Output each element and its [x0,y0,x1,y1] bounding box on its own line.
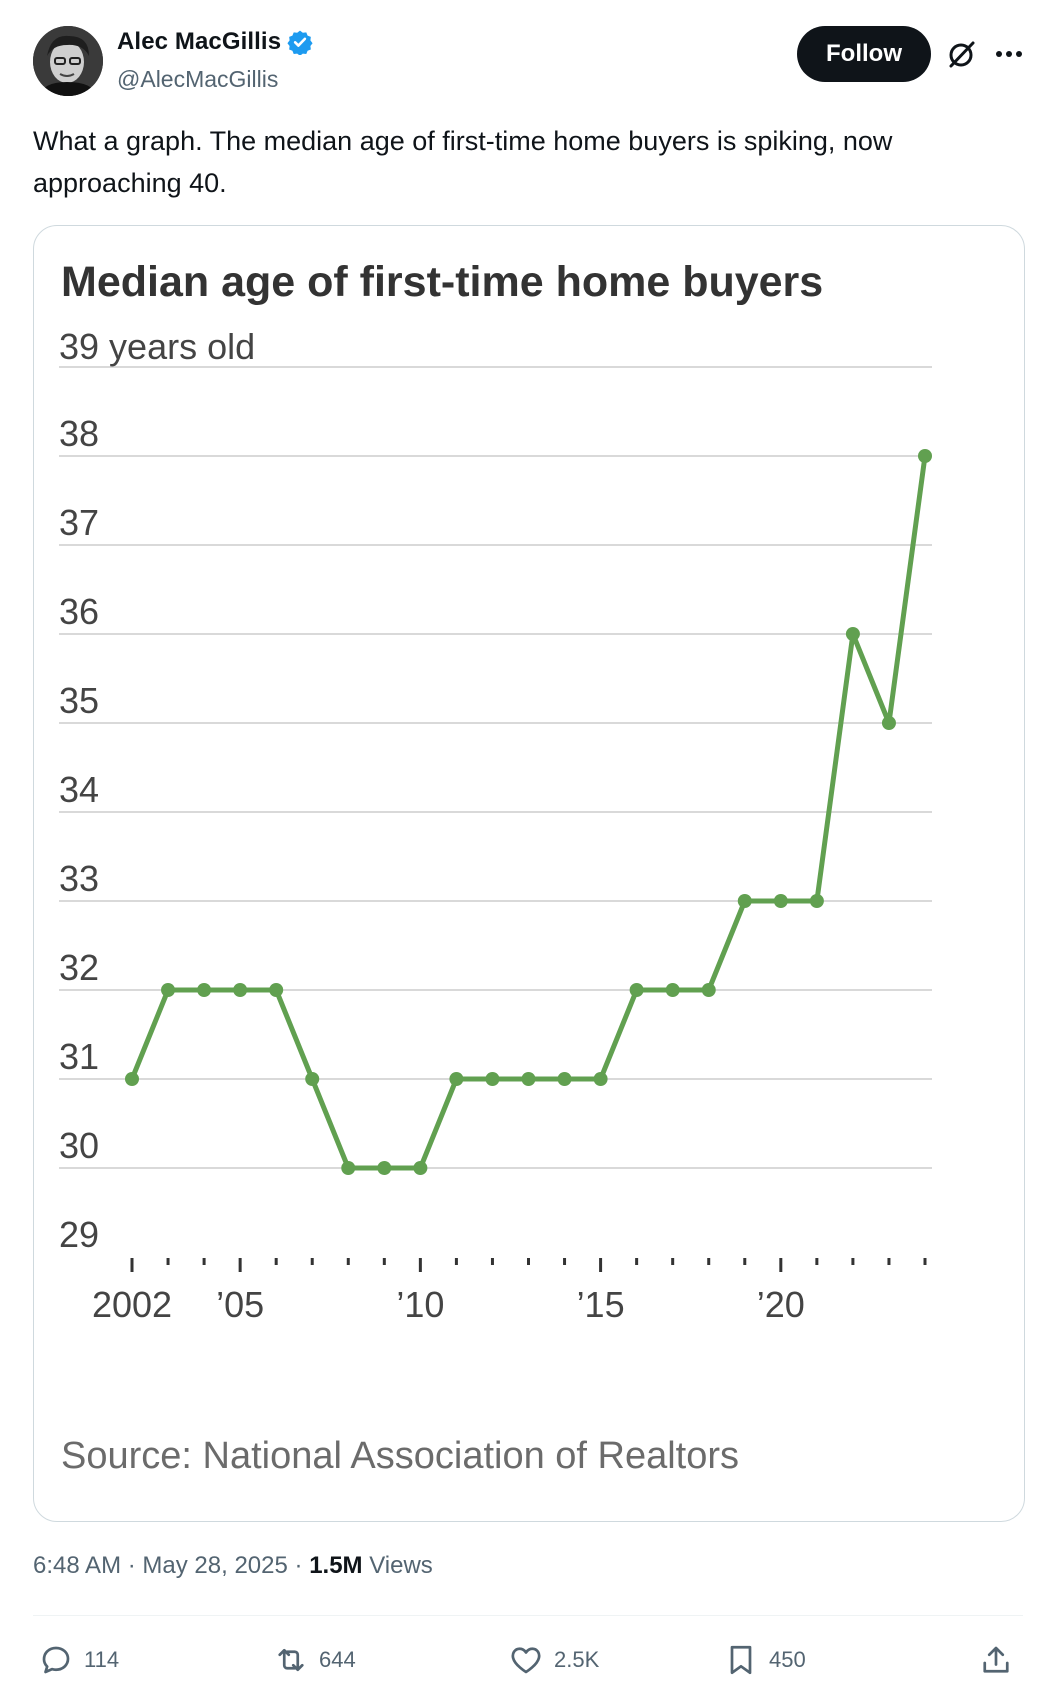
chart-y-tick-labels: 39 years old 38 37 36 35 34 33 32 31 30 29 [59,326,255,1255]
chart-y-tick-label: 29 [59,1214,99,1255]
chart-data-point [521,1072,536,1086]
grok-icon[interactable] [946,38,978,70]
chart-data-point [918,449,932,463]
reply-button[interactable]: 114 [38,1638,119,1682]
verified-badge-icon [287,30,313,55]
chart-x-tick-label: ’15 [577,1284,625,1325]
chart-x-tick-label: ’05 [216,1284,264,1325]
chart-data-point [593,1072,608,1086]
meta-separator: · [127,1552,136,1579]
chart-series [125,449,932,1175]
tweet-media-image[interactable]: Median age of first-time home buyers 39 … [33,225,1025,1522]
tweet-date[interactable]: May 28, 2025 [142,1552,288,1579]
chart-y-tick-label: 37 [59,502,99,543]
chart-data-point [737,894,752,908]
chart-y-tick-label: 38 [59,413,99,454]
author-display-name[interactable]: Alec MacGillis [117,28,282,55]
chart-y-tick-label: 33 [59,858,99,899]
share-button[interactable] [978,1638,1024,1682]
chart-data-point [485,1072,500,1086]
meta-separator: · [294,1552,303,1579]
chart-x-tick-label: 2002 [92,1284,172,1325]
chart-x-tick-label: ’20 [757,1284,805,1325]
bookmark-icon [730,1645,752,1675]
avatar-portrait-icon [33,26,103,96]
heart-icon [511,1647,541,1674]
repost-count: 644 [319,1647,356,1672]
bookmark-count: 450 [769,1647,806,1672]
more-horizontal-icon[interactable] [993,38,1025,70]
chart-title: Median age of first-time home buyers [61,258,823,306]
chart-data-point [305,1072,320,1086]
avatar[interactable] [33,26,103,96]
like-count: 2.5K [554,1647,600,1672]
chart-data-point [341,1161,356,1175]
chart-y-tick-label: 31 [59,1036,99,1077]
chart-y-tick-label: 36 [59,591,99,632]
tweet-text: What a graph. The median age of first-ti… [33,126,893,198]
views-label: Views [369,1552,433,1579]
like-button[interactable]: 2.5K [508,1638,599,1682]
chart-data-point [557,1072,572,1086]
tweet-meta: 6:48 AM · May 28, 2025 · 1.5M Views [33,1552,433,1580]
chart-x-tick-label: ’10 [396,1284,444,1325]
chart-y-tick-label: 35 [59,680,99,721]
follow-button[interactable]: Follow [797,26,931,82]
chart-data-point [233,983,248,997]
chart-y-tick-label: 32 [59,947,99,988]
chart-data-point [269,983,284,997]
chart-source: Source: National Association of Realtors [61,1435,739,1477]
tweet-time[interactable]: 6:48 AM [33,1552,122,1579]
chart-data-point [881,716,896,730]
chart-data-point [845,627,860,641]
repost-icon [278,1648,304,1672]
chart-data-point [773,894,788,908]
chart-y-tick-label: 34 [59,769,99,810]
chart-gridlines [59,366,932,1169]
divider [33,1615,1023,1616]
line-chart: Median age of first-time home buyers 39 … [59,258,932,1477]
repost-button[interactable]: 644 [273,1638,356,1682]
author-name-row: Alec MacGillis [117,28,313,56]
chart-y-tick-label: 39 years old [59,326,255,367]
chart-data-point [665,983,680,997]
author-handle[interactable]: @AlecMacGillis [117,66,279,92]
chart-x-axis: 2002 ’05 ’10 ’15 ’20 [92,1258,927,1325]
chart-data-point [377,1161,392,1175]
chart-data-point [413,1161,428,1175]
chart-data-point [449,1072,464,1086]
bookmark-button[interactable]: 450 [723,1638,806,1682]
chart-data-point [701,983,716,997]
reply-count: 114 [84,1647,120,1672]
chart-data-point [197,983,212,997]
chart-data-point [125,1072,139,1086]
chart-data-point [161,983,176,997]
share-icon [983,1646,1009,1673]
views-count: 1.5M [309,1552,363,1579]
reply-icon [42,1646,70,1674]
chart-data-point [809,894,824,908]
chart-y-tick-label: 30 [59,1125,99,1166]
chart-data-point [629,983,644,997]
action-bar: 114 644 2.5K 450 [33,1638,1023,1682]
